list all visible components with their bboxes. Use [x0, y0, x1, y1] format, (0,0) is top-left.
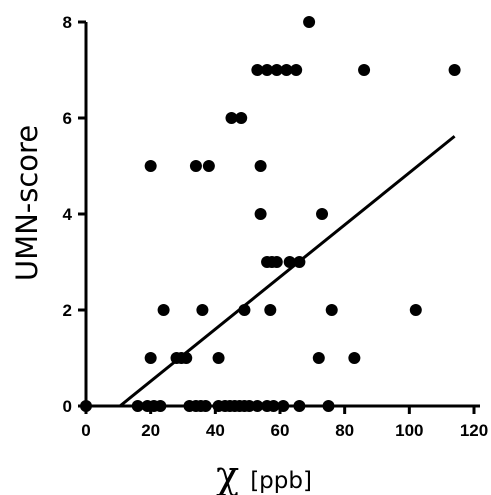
data-point [196, 304, 209, 316]
x-axis-unit: [ppb] [250, 468, 312, 494]
data-point [80, 400, 92, 412]
data-point [270, 64, 283, 76]
data-point [409, 304, 422, 316]
data-point [254, 160, 267, 172]
y-tick-label: 6 [63, 109, 72, 128]
data-point [316, 208, 329, 220]
data-point [225, 112, 238, 124]
data-point [358, 64, 371, 76]
data-point [270, 256, 283, 268]
data-point [277, 400, 290, 412]
x-tick-label: 100 [395, 421, 423, 440]
data-point [264, 304, 277, 316]
data-point [144, 352, 157, 364]
data-point [212, 352, 225, 364]
data-point [189, 160, 202, 172]
data-point [312, 352, 325, 364]
x-tick-label: 40 [206, 421, 225, 440]
data-point [448, 64, 461, 76]
data-point [157, 304, 170, 316]
y-tick-label: 4 [63, 205, 73, 224]
x-tick-label: 20 [141, 421, 160, 440]
x-tick-label: 0 [81, 421, 90, 440]
y-tick-label: 0 [63, 397, 72, 416]
axes [84, 22, 480, 408]
data-point [280, 64, 293, 76]
x-tick-label: 60 [271, 421, 290, 440]
data-point [251, 400, 264, 412]
data-point [267, 400, 280, 412]
x-axis-symbol: χ [216, 453, 239, 495]
data-point [202, 160, 215, 172]
data-point [251, 64, 264, 76]
data-point [180, 352, 193, 364]
data-point [293, 256, 306, 268]
data-point [131, 400, 144, 412]
data-point [322, 400, 335, 412]
data-point [348, 352, 361, 364]
data-point [303, 16, 316, 28]
data-point [293, 400, 306, 412]
data-point [290, 64, 303, 76]
data-point [283, 256, 296, 268]
data-points [80, 16, 461, 412]
y-tick-label: 2 [63, 301, 72, 320]
trend-line-group [119, 135, 456, 408]
x-axis-title: χ [ppb] [216, 453, 312, 495]
data-point [254, 208, 267, 220]
data-point [154, 400, 167, 412]
x-tick-label: 120 [460, 421, 488, 440]
data-point [261, 64, 274, 76]
axis-ticks: 0 20 40 60 80 100 120 0 2 4 6 8 [63, 13, 489, 440]
data-point [238, 304, 251, 316]
data-point [325, 304, 338, 316]
data-point [144, 160, 157, 172]
y-tick-label: 8 [63, 13, 72, 32]
x-tick-label: 80 [335, 421, 354, 440]
data-point [235, 112, 248, 124]
y-axis-title: UMN-score [10, 125, 44, 281]
trend-line [119, 135, 456, 408]
data-point [199, 400, 212, 412]
